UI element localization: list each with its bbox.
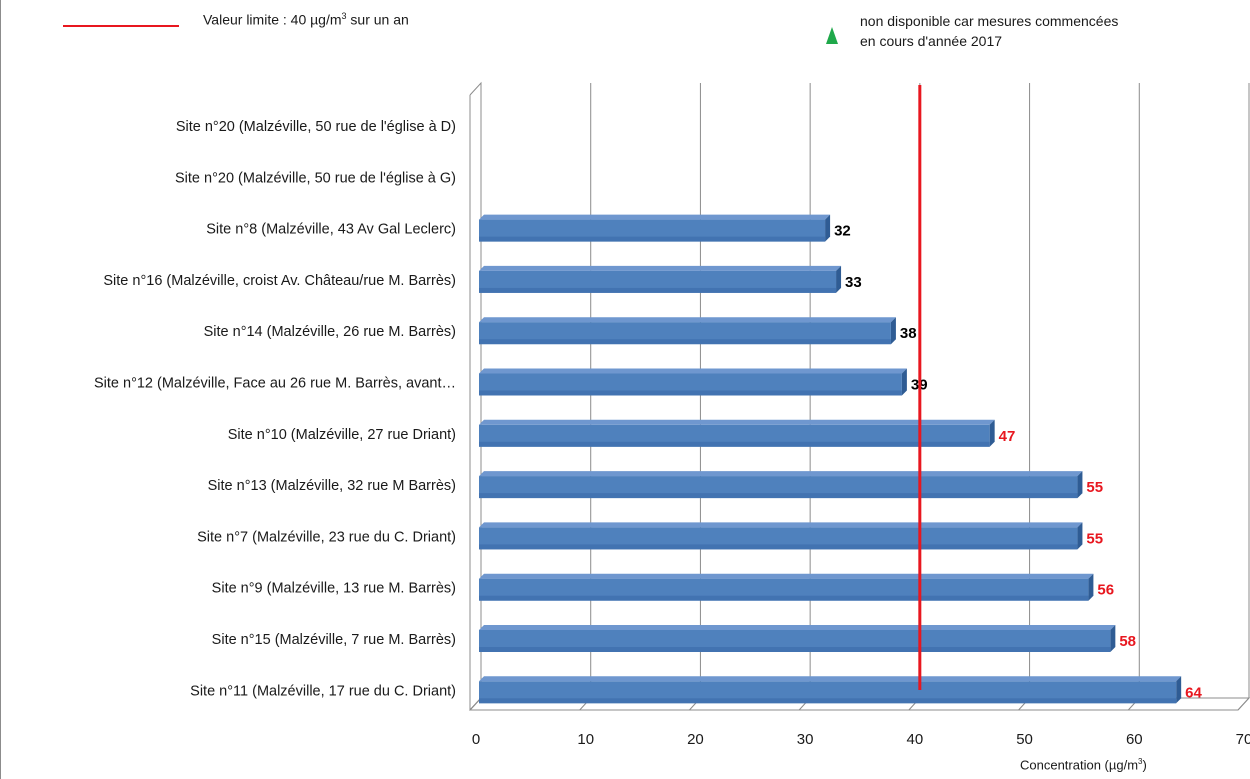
bar-side	[1176, 676, 1182, 704]
bar-top	[479, 522, 1083, 528]
data-label: 58	[1119, 633, 1136, 650]
limit-legend-text: Valeur limite : 40 µg/m3 sur un an	[203, 11, 409, 28]
category-label: Site n°15 (Malzéville, 7 rue M. Barrès)	[212, 632, 456, 648]
bar-top	[479, 368, 907, 374]
category-label: Site n°9 (Malzéville, 13 rue M. Barrès)	[212, 581, 456, 597]
bar	[479, 219, 826, 242]
bar-side	[825, 214, 831, 242]
na-legend-line2: en cours d'année 2017	[860, 33, 1003, 49]
bar-shade	[479, 236, 826, 242]
category-label: Site n°7 (Malzéville, 23 rue du C. Drian…	[197, 529, 456, 545]
left-border	[0, 0, 1, 779]
bar	[479, 424, 990, 447]
bar-side	[989, 419, 995, 447]
bar-side	[836, 265, 842, 293]
data-label: 56	[1097, 582, 1114, 599]
bar-top	[479, 676, 1182, 682]
category-label: Site n°12 (Malzéville, Face au 26 rue M.…	[94, 376, 456, 392]
x-tick-label: 0	[472, 731, 480, 748]
bar-shade	[479, 287, 837, 293]
bar-top	[479, 419, 995, 425]
bar-shade	[479, 339, 891, 345]
left-wall	[469, 81, 482, 711]
bar-top	[479, 265, 842, 271]
category-label: Site n°16 (Malzéville, croist Av. Châtea…	[103, 273, 456, 289]
category-label: Site n°14 (Malzéville, 26 rue M. Barrès)	[204, 324, 456, 340]
bar	[479, 322, 891, 345]
category-label: Site n°10 (Malzéville, 27 rue Driant)	[228, 427, 456, 443]
category-label: Site n°20 (Malzéville, 50 rue de l'églis…	[175, 170, 456, 186]
bar-top	[479, 317, 896, 323]
floor-tick	[1237, 697, 1250, 711]
data-label: 32	[834, 223, 851, 240]
bar-shade	[479, 390, 902, 396]
category-label: Site n°20 (Malzéville, 50 rue de l'églis…	[176, 119, 456, 135]
x-axis-title: Concentration (µg/m3)	[1020, 757, 1147, 773]
bar-top	[479, 573, 1094, 579]
na-legend-text: non disponible car mesures commencées en…	[860, 11, 1240, 51]
x-tick-label: 60	[1126, 731, 1143, 748]
bar	[479, 270, 837, 293]
na-legend-line1: non disponible car mesures commencées	[860, 13, 1119, 29]
bar-side	[890, 317, 896, 345]
bar-shade	[479, 698, 1177, 704]
bar	[479, 578, 1089, 601]
data-label: 47	[999, 428, 1016, 445]
category-label: Site n°13 (Malzéville, 32 rue M Barrès)	[208, 478, 456, 494]
bar	[479, 630, 1111, 652]
bar	[479, 476, 1078, 499]
bar-shade	[479, 493, 1078, 499]
bar-side	[1077, 522, 1083, 550]
bar	[479, 681, 1177, 704]
category-label: Site n°11 (Malzéville, 17 rue du C. Dria…	[190, 683, 456, 699]
bar-top	[479, 625, 1116, 630]
category-label: Site n°8 (Malzéville, 43 Av Gal Leclerc)	[206, 222, 456, 238]
x-tick-label: 70	[1236, 731, 1250, 748]
x-tick-label: 10	[577, 731, 594, 748]
bar-shade	[479, 647, 1111, 652]
data-label: 55	[1086, 530, 1103, 547]
bar-shade	[479, 595, 1089, 601]
data-label: 64	[1185, 684, 1202, 701]
bar-shade	[479, 544, 1078, 550]
bar	[479, 373, 902, 396]
triangle-icon	[826, 27, 838, 44]
bar-side	[1077, 471, 1083, 499]
bar	[479, 527, 1078, 550]
bar-side	[1088, 573, 1094, 601]
data-label: 38	[900, 325, 917, 342]
bar-top	[479, 471, 1083, 477]
limit-legend-line	[63, 25, 179, 27]
x-tick-label: 30	[797, 731, 814, 748]
data-label: 55	[1086, 479, 1103, 496]
bar-top	[479, 214, 831, 220]
x-tick-label: 50	[1016, 731, 1033, 748]
bar-shade	[479, 441, 990, 447]
x-tick-label: 20	[687, 731, 704, 748]
data-label: 33	[845, 274, 862, 291]
bar-side	[1110, 625, 1116, 652]
x-tick-label: 40	[907, 731, 924, 748]
bar-side	[901, 368, 907, 396]
